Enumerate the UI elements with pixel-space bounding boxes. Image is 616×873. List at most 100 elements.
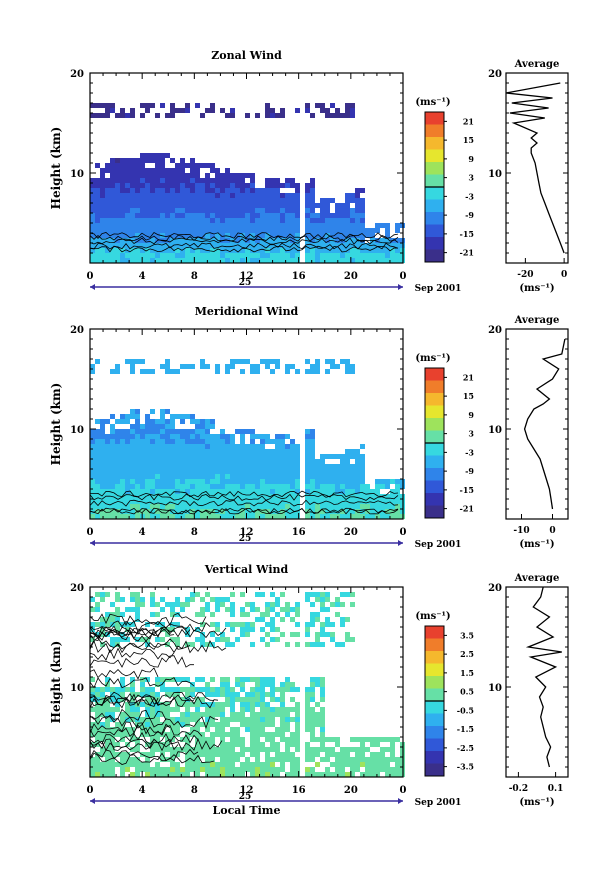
colorbar-3: (ms⁻¹) 3.5 2.5 1.5 0.5 -0.5 -1.5 -2.5 -3.5 — [415, 611, 474, 777]
colorbar-unit: (ms⁻¹) — [415, 611, 450, 622]
colorbar-segment — [425, 676, 444, 689]
colorbar-tick-label: 21 — [463, 372, 474, 382]
heatmap-cells — [90, 592, 405, 777]
colorbar-segment — [425, 224, 444, 238]
y-axis-label: Height (km) — [49, 383, 63, 466]
y-axis-label: Height (km) — [49, 641, 63, 724]
profile-y-tick-label: 10 — [488, 425, 502, 436]
colorbar-segment — [425, 393, 444, 406]
x-tick-label: 20 — [344, 271, 358, 282]
colorbar-segment — [425, 638, 444, 652]
colorbar-1: (ms⁻¹) 21 15 9 3 -3 -9 -15 -21 — [415, 97, 474, 263]
profile-x-tick-label: -20 — [517, 270, 533, 280]
heatmap-ticks — [89, 72, 404, 264]
x-tick-label: 4 — [139, 527, 146, 538]
heatmap-panel-3: 0 4 8 12 16 20 0 10 20 Vertical Wind Height (km) 25… — [49, 563, 461, 817]
day-axis-arrow — [398, 798, 403, 804]
day-axis-arrow — [398, 284, 403, 290]
colorbar-segment — [425, 237, 444, 250]
colorbar-segment — [425, 505, 444, 519]
colorbar-tick-label: 3 — [468, 173, 474, 183]
date-label: Sep 2001 — [415, 798, 462, 808]
colorbar-segment — [425, 455, 444, 469]
profile-panel-3: -0.2 0.1 10 20 Average (ms⁻¹) — [488, 573, 569, 808]
colorbar-tick-label: 15 — [463, 135, 474, 145]
colorbar-tick-label: -15 — [460, 485, 474, 495]
colorbar-segment — [425, 187, 444, 200]
colorbar-segment — [425, 726, 444, 739]
x-tick-label: 20 — [344, 527, 358, 538]
date-label: Sep 2001 — [415, 540, 462, 550]
colorbar-segment — [425, 751, 444, 764]
colorbar-segment — [425, 149, 444, 163]
x-tick-label: 0 — [400, 271, 407, 282]
day-label: 25 — [239, 278, 252, 288]
colorbar-segment — [425, 626, 444, 639]
colorbar-segment — [425, 162, 444, 175]
colorbar-tick-label: -21 — [460, 248, 474, 258]
colorbar-tick-label: -3 — [465, 191, 474, 201]
colorbar-segment — [425, 468, 444, 481]
colorbar-tick-label: -21 — [460, 504, 474, 514]
colorbar-tick-label: 21 — [463, 116, 474, 126]
colorbar-segment — [425, 443, 444, 456]
heatmap-ticks — [89, 586, 404, 778]
heatmap-ticks — [89, 328, 404, 520]
x-tick-label: 0 — [87, 785, 94, 796]
heatmap-panel-2: 0 4 8 12 16 20 0 10 20 Meridional Wind Height (km)… — [49, 305, 461, 550]
colorbar-segment — [425, 405, 444, 419]
colorbar-tick-label: 3 — [468, 429, 474, 439]
colorbar-tick-label: 1.5 — [460, 668, 474, 678]
colorbar-unit: (ms⁻¹) — [415, 97, 450, 108]
colorbar-tick-label: 15 — [463, 391, 474, 401]
colorbar-segment — [425, 738, 444, 752]
day-label: 25 — [239, 534, 252, 544]
x-tick-label: 16 — [292, 527, 306, 538]
x-tick-label: 0 — [87, 271, 94, 282]
colorbar-segment — [425, 199, 444, 213]
profile-frame — [505, 328, 569, 520]
colorbar-segment — [425, 249, 444, 263]
y-tick-label: 20 — [70, 325, 84, 336]
colorbar-segment — [425, 174, 444, 188]
colorbar-segment — [425, 688, 444, 702]
colorbar-unit: (ms⁻¹) — [415, 353, 450, 364]
colorbar-tick-label: 9 — [468, 154, 474, 164]
profile-x-tick-label: 0 — [549, 526, 555, 536]
colorbar-tick-label: -15 — [460, 229, 474, 239]
heatmap-panel-1: 0 4 8 12 16 20 0 10 20 Zonal Wind Height (km) 25 Sep… — [49, 49, 461, 294]
colorbar-tick-label: 0.5 — [460, 687, 474, 697]
x-tick-label: 0 — [400, 527, 407, 538]
profile-y-tick-label: 10 — [488, 169, 502, 180]
colorbar-tick-label: -0.5 — [457, 705, 474, 715]
panel-title: Meridional Wind — [195, 305, 299, 318]
profile-frame — [505, 586, 569, 778]
x-tick-label: 12 — [240, 271, 254, 282]
colorbar-segment — [425, 713, 444, 727]
profile-x-label: (ms⁻¹) — [519, 539, 554, 550]
profile-x-label: (ms⁻¹) — [519, 797, 554, 808]
colorbar-tick-label: -3.5 — [457, 762, 474, 772]
colorbar-segment — [425, 124, 444, 138]
colorbar-2: (ms⁻¹) 21 15 9 3 -3 -9 -15 -21 — [415, 353, 474, 519]
colorbar-tick-label: -3 — [465, 447, 474, 457]
colorbar-segment — [425, 212, 444, 225]
panel-title: Vertical Wind — [204, 563, 289, 576]
profile-line — [525, 586, 562, 768]
colorbar-segment — [425, 137, 444, 150]
colorbar-segment — [425, 480, 444, 494]
date-label: Sep 2001 — [415, 284, 462, 294]
profile-line — [505, 82, 565, 254]
profile-y-tick-label: 20 — [488, 69, 502, 80]
day-axis-arrow — [90, 540, 95, 546]
colorbar-tick-label: -2.5 — [457, 743, 474, 753]
profile-y-tick-label: 10 — [488, 683, 502, 694]
colorbar-segment — [425, 663, 444, 677]
y-tick-label: 20 — [70, 583, 84, 594]
day-label: 25 — [239, 792, 252, 802]
x-tick-label: 8 — [191, 271, 198, 282]
y-tick-label: 10 — [70, 425, 84, 436]
y-tick-label: 20 — [70, 69, 84, 80]
profile-x-label: (ms⁻¹) — [519, 283, 554, 294]
x-tick-label: 16 — [292, 271, 306, 282]
